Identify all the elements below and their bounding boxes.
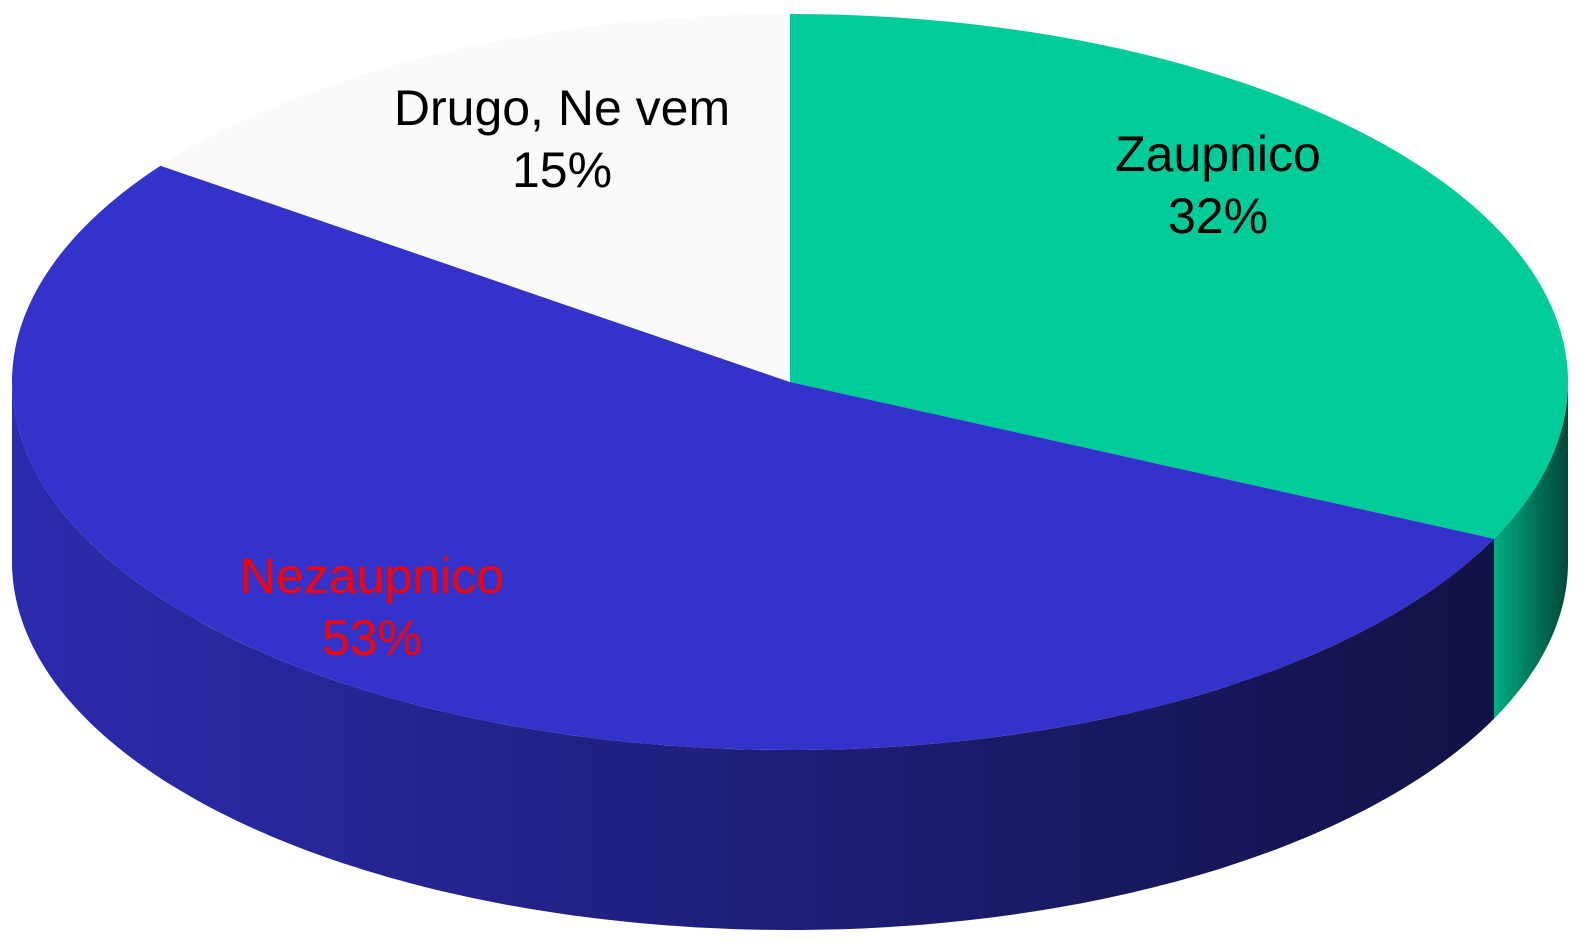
slice-value-label: 32% [1168, 188, 1268, 244]
slice-label: Drugo, Ne vem [394, 80, 730, 136]
slice [790, 14, 1568, 539]
slice-side [12, 382, 1494, 930]
slice [12, 165, 1494, 750]
slice-value-label: 53% [322, 610, 422, 666]
slice-value-label: 15% [512, 142, 612, 198]
slice-label: Nezaupnico [240, 548, 504, 604]
slice-label: Zaupnico [1115, 126, 1321, 182]
slice [160, 14, 791, 382]
slice-side [1494, 382, 1568, 719]
